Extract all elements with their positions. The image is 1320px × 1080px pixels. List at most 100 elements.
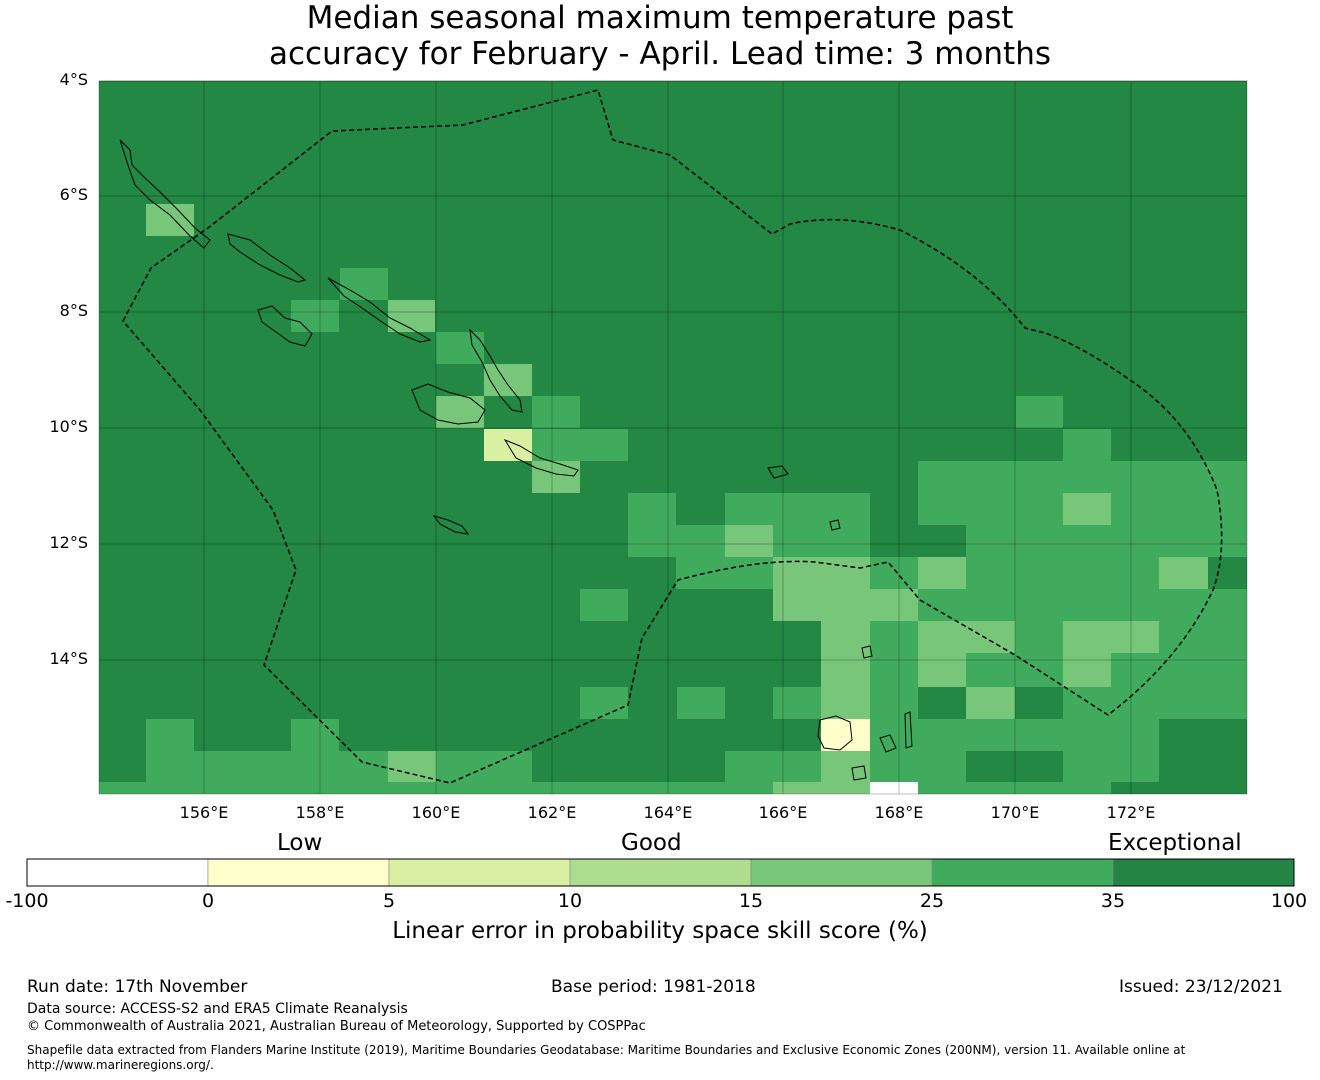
colorbar-tick-label: 100: [1270, 890, 1308, 912]
skill-cell: [291, 719, 339, 751]
colorbar-tick-label: 5: [382, 890, 396, 912]
skill-cell: [870, 719, 918, 751]
skill-cell: [870, 782, 918, 794]
lon-label: 156°E: [179, 803, 229, 822]
skill-cell: [580, 589, 628, 621]
island-small-1: [829, 519, 841, 531]
skill-cell: [918, 782, 1111, 794]
skill-cell: [773, 525, 870, 557]
lat-label: 8°S: [59, 301, 88, 320]
colorbar-tick-label: 25: [919, 890, 945, 912]
skill-cell: [725, 493, 870, 525]
colorbar: [26, 858, 1295, 887]
colorbar-segment: [388, 858, 571, 887]
island-efate: [851, 765, 867, 781]
skill-cell: [870, 621, 918, 653]
skill-cell: [532, 396, 580, 428]
chart-title-line1: Median seasonal maximum temperature past: [306, 0, 1014, 36]
skill-cell: [966, 687, 1015, 719]
skill-cell: [388, 300, 435, 332]
skill-cell: [918, 719, 1159, 751]
skill-cell: [436, 332, 484, 364]
skill-cell: [484, 364, 532, 396]
colorbar-tick-label: 35: [1100, 890, 1126, 912]
island-malaita: [469, 328, 523, 413]
lon-label: 164°E: [643, 803, 693, 822]
skill-cell: [1063, 751, 1159, 782]
lon-label: 160°E: [411, 803, 461, 822]
colorbar-segment: [931, 858, 1114, 887]
island-choiseul: [227, 233, 307, 283]
lat-label: 14°S: [49, 649, 88, 668]
island-guadalcanal: [411, 383, 486, 425]
skill-cell: [1159, 621, 1247, 653]
base-period: Base period: 1981-2018: [551, 977, 756, 997]
lon-label: 170°E: [990, 803, 1040, 822]
skill-cell: [918, 557, 966, 589]
skill-cell: [388, 751, 436, 782]
skill-cell: [821, 719, 870, 751]
lat-label: 4°S: [59, 70, 88, 89]
colorbar-segment: [207, 858, 390, 887]
lat-label: 10°S: [49, 417, 88, 436]
skill-cell: [1015, 621, 1063, 653]
island-bougainville: [119, 139, 211, 249]
island-santa-cruz: [767, 465, 789, 479]
skill-cell: [1111, 782, 1159, 794]
colorbar-segment: [26, 858, 209, 887]
skill-cell: [1063, 621, 1159, 653]
skill-cell: [291, 300, 339, 332]
skill-cell: [1016, 396, 1063, 428]
skill-cell: [1111, 653, 1247, 687]
skill-cell: [725, 751, 821, 782]
lon-label: 166°E: [758, 803, 808, 822]
skill-cell: [1063, 653, 1111, 687]
colorbar-category-low: Low: [277, 830, 323, 856]
lon-label: 168°E: [874, 803, 924, 822]
colorbar-tick-label: 15: [738, 890, 764, 912]
skill-cell: [918, 461, 1247, 493]
island-espiritu-santo: [817, 715, 853, 751]
map-frame: [98, 80, 1248, 795]
skill-cell: [532, 429, 628, 461]
lon-label: 172°E: [1106, 803, 1156, 822]
shapefile-credit-line2: http://www.marineregions.org/.: [27, 1058, 214, 1072]
skill-cell: [1208, 557, 1247, 589]
skill-cell: [1159, 557, 1208, 589]
skill-cell: [146, 751, 388, 782]
shapefile-credit-line1: Shapefile data extracted from Flanders M…: [27, 1043, 1186, 1057]
skill-cell: [532, 461, 580, 493]
skill-cell: [436, 396, 484, 428]
skill-cell: [628, 525, 725, 557]
lat-label: 6°S: [59, 185, 88, 204]
colorbar-tick-label: -100: [5, 890, 49, 912]
skill-cell: [966, 653, 1063, 687]
skill-cell: [1159, 782, 1247, 794]
chart-title-line2: accuracy for February - April. Lead time…: [268, 36, 1052, 72]
skill-cell: [1063, 429, 1111, 461]
lon-label: 162°E: [527, 803, 577, 822]
skill-cell: [1063, 493, 1111, 525]
colorbar-tick-label: 10: [557, 890, 583, 912]
skill-cell: [966, 525, 1247, 557]
colorbar-segment: [569, 858, 752, 887]
island-small-3: [904, 711, 913, 749]
colorbar-title: Linear error in probability space skill …: [392, 918, 928, 944]
skill-cell: [436, 751, 532, 782]
island-new-georgia: [257, 305, 313, 347]
lat-label: 12°S: [49, 533, 88, 552]
skill-cell: [628, 493, 676, 525]
skill-cell: [725, 525, 773, 557]
skill-cell: [99, 782, 775, 794]
skill-cell: [677, 687, 725, 719]
colorbar-segment: [750, 858, 933, 887]
skill-cell: [580, 687, 628, 719]
island-makira: [503, 438, 579, 477]
skill-cells: [99, 204, 1247, 794]
skill-cell: [1063, 687, 1247, 719]
colorbar-frame: [26, 858, 1295, 887]
issued-date: Issued: 23/12/2021: [1119, 977, 1283, 997]
skill-cell: [870, 653, 918, 687]
copyright: © Commonwealth of Australia 2021, Austra…: [27, 1019, 646, 1034]
colorbar-category-good: Good: [621, 830, 682, 856]
